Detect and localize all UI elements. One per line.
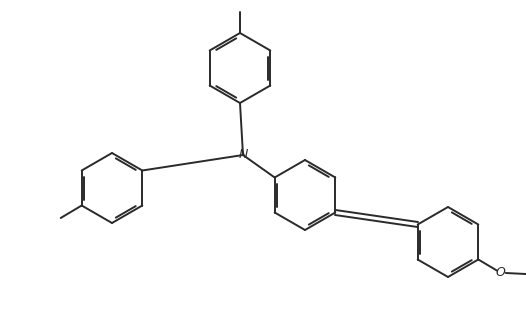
Text: N: N bbox=[238, 148, 248, 162]
Text: O: O bbox=[496, 267, 505, 280]
